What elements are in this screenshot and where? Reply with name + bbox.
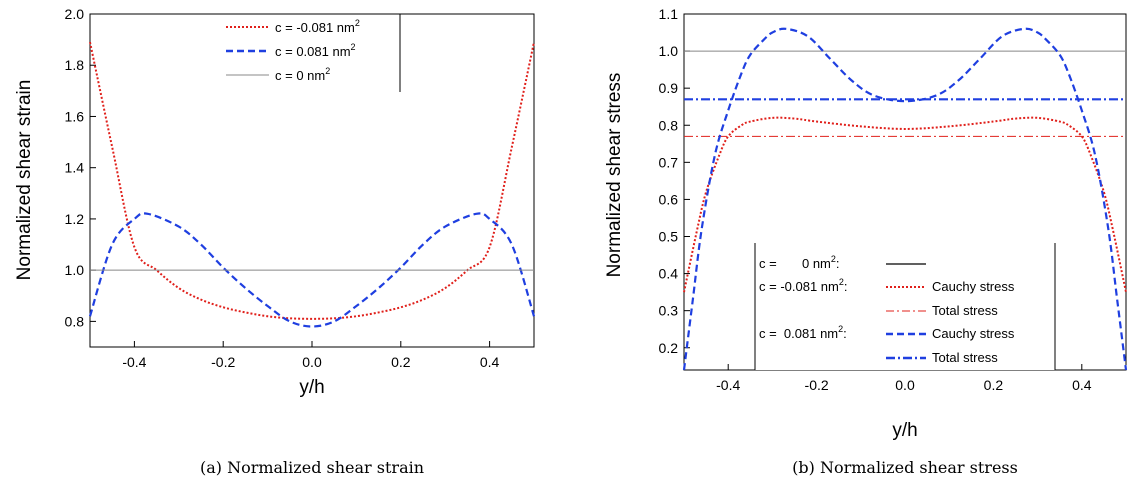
panel-b-x-tick-label: 0.0 xyxy=(895,377,915,393)
panel-a-x-tick-label: -0.4 xyxy=(122,354,146,370)
panel-b-y-tick-label: 0.5 xyxy=(659,229,679,245)
panel-a-x-tick-label: 0.2 xyxy=(391,354,411,370)
panel-b-x-axis-label: y/h xyxy=(892,420,917,441)
panel-b-series-line-neg_cauchy xyxy=(683,116,1127,293)
panel-a-y-tick-label: 0.8 xyxy=(65,313,85,329)
legend-a-neg-label: c = -0.081 nm2 xyxy=(275,18,360,35)
panel-a-y-tick-label: 1.8 xyxy=(65,57,85,73)
panel-b-caption: (b) Normalized shear stress xyxy=(792,458,1018,477)
panel-b-y-tick-label: 0.4 xyxy=(659,266,679,282)
legend-b-neg-total-label: Total stress xyxy=(932,303,998,318)
panel-a-y-axis-label: Normalized shear strain xyxy=(14,80,35,281)
panel-b-x-tick-label: 0.4 xyxy=(1072,377,1092,393)
panel-a-y-tick-label: 1.4 xyxy=(65,160,85,176)
panel-a-y-tick-label: 1.0 xyxy=(65,262,85,278)
panel-a-x-tick-label: -0.2 xyxy=(211,354,235,370)
panel-b-y-tick-label: 0.2 xyxy=(659,340,679,356)
panel-a-legend: c = -0.081 nm2 c = 0.081 nm2 c = 0 nm2 xyxy=(226,14,401,92)
panel-a-x-tick-label: 0.0 xyxy=(302,354,322,370)
panel-b-y-tick-label: 0.8 xyxy=(659,117,679,133)
panel-b-x-tick-label: -0.4 xyxy=(716,377,740,393)
panel-b-y-tick-label: 0.3 xyxy=(659,303,679,319)
panel-b-x-tick-label: 0.2 xyxy=(984,377,1004,393)
legend-b-pos-total-label: Total stress xyxy=(932,350,998,365)
panel-b-y-tick-label: 1.0 xyxy=(659,43,679,59)
panel-b-stress-chart: -0.4 -0.2 0.0 0.2 0.4 0.2 0.3 0.4 0.5 0.6 0.7 0.8 0.… xyxy=(604,6,1128,477)
panel-a-y-tick-label: 1.6 xyxy=(65,108,85,124)
legend-b-pos-cauchy-label: Cauchy stress xyxy=(932,326,1015,341)
legend-a-pos-label: c = 0.081 nm2 xyxy=(275,42,356,59)
panel-b-legend: c = 0 nm2: c = -0.081 nm2: Cauchy stress… xyxy=(754,243,1056,370)
panel-b-x-tick-label: -0.2 xyxy=(805,377,829,393)
legend-a-zero-label: c = 0 nm2 xyxy=(275,66,330,83)
legend-b-neg-label: c = -0.081 nm2: xyxy=(759,277,848,294)
panel-b-y-tick-label: 0.9 xyxy=(659,80,679,96)
legend-b-pos-label: c = 0.081 nm2: xyxy=(759,324,847,341)
panel-b-y-tick-label: 0.6 xyxy=(659,191,679,207)
panel-b-y-tick-label: 1.1 xyxy=(659,6,679,22)
panel-b-y-tick-label: 0.7 xyxy=(659,154,679,170)
panel-a-x-tick-label: 0.4 xyxy=(480,354,500,370)
panel-a-x-axis-label: y/h xyxy=(299,377,324,398)
legend-b-zero-label: c = 0 nm2: xyxy=(759,254,840,271)
panel-a-strain-chart: -0.4 -0.2 0.0 0.2 0.4 0.8 1.0 1.2 1.4 1.6 1.8 2.0 N… xyxy=(14,6,536,477)
panel-a-y-tick-label: 2.0 xyxy=(65,6,85,22)
legend-b-neg-cauchy-label: Cauchy stress xyxy=(932,279,1015,294)
panel-a-caption: (a) Normalized shear strain xyxy=(200,458,424,477)
panel-b-y-axis-label: Normalized shear stress xyxy=(604,73,625,278)
panel-a-y-tick-label: 1.2 xyxy=(65,211,85,227)
panel-a-plot-frame xyxy=(89,13,535,348)
panel-a-series-line-0 xyxy=(89,41,535,320)
